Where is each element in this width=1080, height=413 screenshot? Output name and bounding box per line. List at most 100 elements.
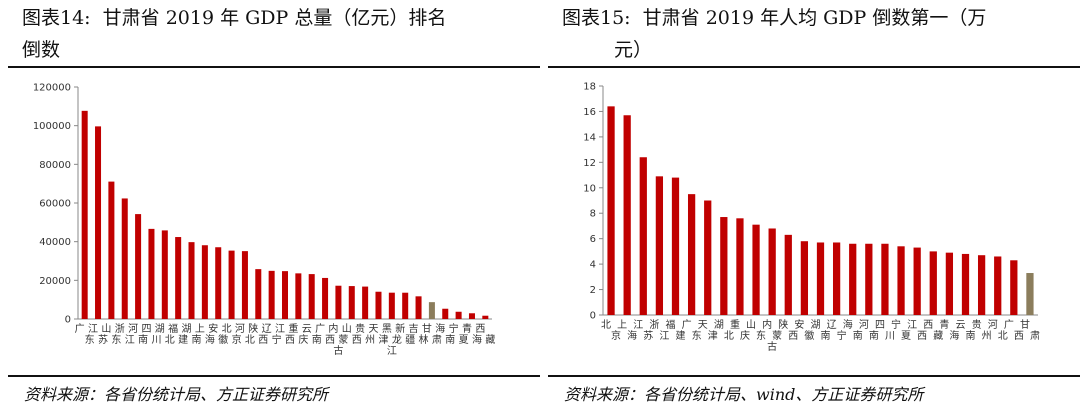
svg-text:陕: 陕 [778, 318, 788, 331]
svg-text:东: 东 [85, 333, 95, 346]
x-category-label: 云南 [302, 324, 322, 346]
x-category-label: 湖南 [811, 319, 831, 342]
bar-25 [415, 296, 422, 319]
svg-text:四: 四 [875, 320, 885, 331]
svg-text:州: 州 [365, 334, 375, 346]
svg-text:南: 南 [192, 333, 202, 346]
x-category-label: 福建 [168, 322, 188, 346]
x-category-label: 宁夏 [891, 318, 911, 342]
bar-chart-gdp-per-capita: 024681012141618北京上海江苏浙江福建广东天津湖北重庆山东内蒙古陕西… [583, 82, 1040, 354]
y-tick-label: 18 [583, 82, 596, 93]
svg-text:蒙: 蒙 [772, 329, 782, 342]
bar-9 [752, 224, 760, 315]
svg-text:疆: 疆 [405, 334, 415, 346]
svg-text:内: 内 [328, 322, 338, 335]
svg-text:南: 南 [312, 333, 322, 346]
svg-text:京: 京 [611, 329, 621, 342]
x-category-label: 湖北 [155, 323, 175, 346]
svg-text:河: 河 [128, 323, 138, 335]
source-note: 资料来源：各省份统计局、方正证券研究所 [24, 385, 329, 404]
svg-text:庆: 庆 [740, 329, 750, 342]
y-tick-label: 0 [65, 315, 71, 326]
svg-text:甘: 甘 [422, 322, 432, 335]
bar-4 [671, 177, 680, 315]
x-category-label: 广西 [315, 323, 335, 346]
bar-19 [913, 247, 921, 315]
bar-24 [994, 256, 1002, 315]
x-category-label: 四川 [141, 324, 161, 346]
x-category-label: 安徽 [794, 318, 814, 342]
svg-text:南: 南 [821, 329, 831, 342]
bar-6 [704, 200, 712, 315]
x-category-label: 吉林 [409, 323, 429, 346]
chart-panel-gdp-per-capita: 图表15: 甘肃省 2019 年人均 GDP 倒数第一（万 元） 0 2 4 6 8 10… [548, 0, 1080, 413]
top-rule [548, 66, 1080, 68]
x-category-label: 云南 [956, 320, 976, 342]
svg-text:古: 古 [767, 340, 777, 353]
x-category-label: 湖南 [182, 323, 202, 346]
svg-text:重: 重 [288, 322, 298, 335]
bar-11 [784, 234, 792, 315]
svg-text:湖: 湖 [182, 323, 192, 335]
svg-text:津: 津 [708, 330, 718, 342]
x-category-label: 辽宁 [827, 319, 847, 342]
svg-text:贵: 贵 [972, 318, 982, 331]
bar-17 [881, 243, 889, 315]
bar-16 [865, 243, 873, 315]
panel-title-line1: 图表15: 甘肃省 2019 年人均 GDP 倒数第一（万 [562, 7, 987, 29]
svg-text:建: 建 [178, 333, 188, 346]
bar-10 [215, 247, 222, 319]
x-category-label: 北京 [601, 319, 621, 342]
svg-text:西: 西 [917, 331, 927, 342]
x-category-label: 浙江 [649, 319, 669, 342]
bar-19 [335, 285, 342, 319]
svg-text:东: 东 [111, 333, 121, 346]
x-category-label: 贵州 [972, 318, 992, 342]
svg-text:江: 江 [275, 323, 285, 335]
y-tick-label: 16 [583, 107, 596, 118]
svg-text:甘: 甘 [1020, 318, 1030, 331]
x-category-label: 西藏 [475, 324, 495, 346]
bar-24 [402, 292, 409, 319]
svg-text:南: 南 [138, 333, 148, 346]
y-tick-label: 100000 [33, 121, 71, 132]
bar-18 [897, 246, 905, 315]
svg-text:海: 海 [627, 329, 637, 342]
y-tick-label: 14 [583, 132, 596, 143]
x-category-label: 西藏 [923, 320, 943, 342]
svg-text:广: 广 [315, 323, 325, 335]
x-category-label: 重庆 [730, 318, 750, 342]
svg-text:北: 北 [245, 334, 255, 346]
svg-text:徽: 徽 [218, 333, 228, 346]
svg-text:天: 天 [698, 320, 708, 331]
svg-text:川: 川 [151, 335, 161, 346]
bar-26 [428, 302, 435, 319]
bar-27 [442, 308, 449, 319]
bar-2 [639, 157, 647, 315]
x-category-label: 天津 [698, 320, 718, 342]
svg-text:浙: 浙 [115, 323, 125, 335]
y-tick-label: 8 [590, 209, 596, 220]
svg-text:河: 河 [235, 323, 245, 335]
y-tick-label: 2 [590, 285, 596, 296]
svg-text:贵: 贵 [355, 322, 365, 335]
y-tick-label: 4 [590, 260, 596, 271]
bottom-rule [8, 375, 540, 377]
svg-text:宁: 宁 [891, 318, 901, 331]
svg-text:建: 建 [676, 329, 686, 342]
svg-text:龙: 龙 [392, 333, 402, 346]
bar-8 [736, 218, 744, 315]
svg-text:四: 四 [141, 324, 151, 335]
bar-chart-gdp-total: 020000400006000080000100000120000广东江苏山东浙… [33, 83, 496, 358]
x-category-label: 上海 [617, 319, 637, 342]
svg-text:青: 青 [939, 318, 949, 331]
svg-text:庆: 庆 [298, 333, 308, 346]
svg-text:东: 东 [756, 329, 766, 342]
bar-3 [121, 198, 128, 319]
bar-0 [607, 106, 615, 315]
panel-title: 图表15: 甘肃省 2019 年人均 GDP 倒数第一（万 元） [562, 2, 1062, 66]
svg-text:肃: 肃 [432, 334, 442, 346]
x-category-label: 海南 [435, 322, 455, 346]
svg-text:川: 川 [885, 331, 895, 342]
svg-text:西: 西 [788, 331, 798, 342]
